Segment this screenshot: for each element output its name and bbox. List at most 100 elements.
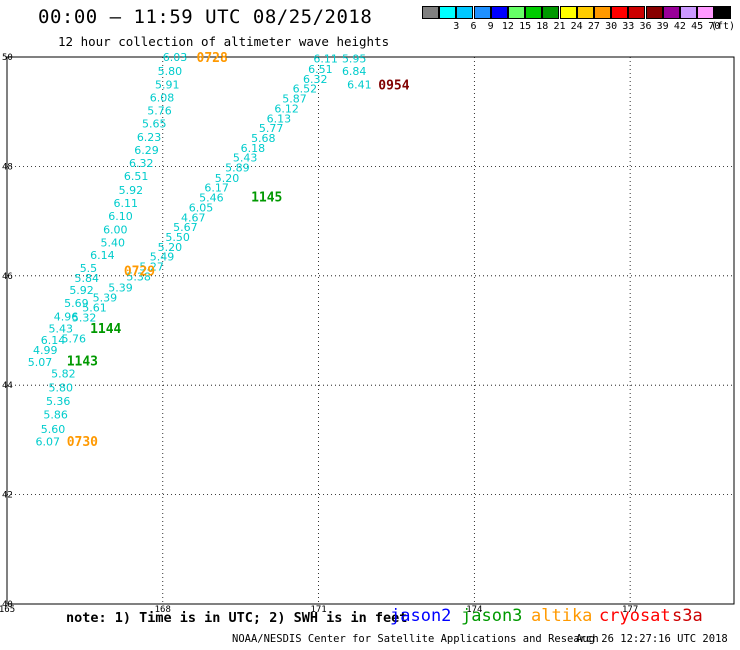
y-tick-label: 48	[2, 162, 13, 172]
swh-value-jason3: 6.17	[204, 182, 229, 195]
swh-value-jason3: 5.95	[342, 53, 367, 66]
legend-swatch	[628, 6, 646, 19]
swh-value-altika: 5.84	[75, 272, 100, 285]
swh-value-altika: 6.29	[134, 144, 159, 157]
swh-value-altika: 6.11	[113, 197, 138, 210]
pass-time-label: 1145	[251, 190, 282, 205]
swh-value-altika: 5.69	[64, 297, 89, 310]
swh-value-jason3: 6.11	[313, 53, 338, 66]
legend-swatch	[645, 6, 663, 19]
swh-value-altika: 5.40	[100, 236, 125, 249]
legend-label: 30	[605, 21, 618, 32]
legend-swatch	[594, 6, 611, 19]
swh-value-jason3: 5.46	[199, 192, 224, 205]
page-subtitle: 12 hour collection of altimeter wave hei…	[58, 34, 390, 49]
swh-value-altika: 5.76	[147, 105, 172, 118]
swh-value-jason3: 5.20	[215, 172, 240, 185]
legend-swatch	[662, 6, 680, 19]
x-tick-label: 168	[155, 605, 171, 615]
legend-label: 15	[519, 21, 532, 32]
swh-value-jason3: 5.61	[82, 302, 107, 315]
swh-value-jason3: 6.84	[342, 65, 367, 78]
swh-value-altika: 5.92	[69, 284, 94, 297]
x-tick-label: 177	[622, 605, 638, 615]
swh-value-jason3: 6.41	[347, 78, 372, 91]
legend-swatch	[473, 6, 491, 19]
legend-label: 27	[587, 21, 600, 32]
swh-value-jason3: 5.89	[225, 161, 250, 174]
y-tick-label: 50	[2, 53, 13, 63]
swh-value-jason3: 5.39	[108, 281, 133, 294]
swh-value-altika: 6.14	[41, 334, 66, 347]
swh-value-altika: 5.91	[155, 78, 180, 91]
legend-label: 9	[487, 21, 494, 32]
legend-label: 42	[673, 21, 686, 32]
legend-label: 70	[708, 21, 721, 32]
swh-value-altika: 6.00	[103, 223, 128, 236]
legend-label: 12	[501, 21, 514, 32]
pass-time-label: 1144	[90, 322, 121, 337]
pass-time-label: 0730	[67, 435, 98, 450]
y-tick-label: 46	[2, 272, 13, 282]
swh-value-altika: 5.80	[49, 381, 74, 394]
swh-value-jason3: 6.13	[267, 112, 292, 125]
credit-line: NOAA/NESDIS Center for Satellite Applica…	[232, 633, 599, 645]
legend-swatch	[439, 6, 457, 19]
pass-time-label: 0954	[378, 78, 409, 93]
y-tick-label: 44	[2, 381, 13, 391]
swh-value-jason3: 5.20	[158, 241, 183, 254]
swh-value-altika: 5.86	[43, 409, 68, 422]
swh-value-altika: 5.07	[28, 356, 53, 369]
swh-value-altika: 5.80	[158, 65, 183, 78]
swh-value-jason3: 4.67	[181, 211, 206, 224]
swh-value-jason3: 5.32	[72, 311, 97, 324]
legend-swatch	[542, 6, 560, 19]
swh-value-jason3: 6.32	[303, 73, 328, 86]
swh-value-jason3: 6.51	[308, 63, 333, 76]
legend-swatch	[576, 6, 594, 19]
page-title: 00:00 – 11:59 UTC 08/25/2018	[38, 6, 373, 28]
y-tick-label: 42	[2, 491, 13, 501]
legend-label: 33	[622, 21, 635, 32]
legend-swatch	[697, 6, 715, 19]
swh-value-jason3: 5.87	[282, 93, 307, 106]
swh-value-jason3: 5.68	[251, 132, 275, 145]
swh-value-altika: 5.36	[46, 395, 70, 408]
swh-value-altika: 6.07	[36, 436, 61, 449]
legend-swatch	[456, 6, 474, 19]
legend-swatch	[490, 6, 508, 19]
legend-swatch	[525, 6, 543, 19]
generated-timestamp: Aug 26 12:27:16 UTC 2018	[576, 633, 728, 645]
satellite-label-cryosat: cryosat	[599, 606, 671, 626]
legend-label: 45	[691, 21, 704, 32]
swh-value-altika: 5.43	[49, 322, 74, 335]
legend-swatch	[559, 6, 577, 19]
swh-value-altika: 6.10	[108, 210, 133, 223]
swh-value-altika: 6.03	[163, 51, 188, 64]
satellite-label-jason2: jason2	[390, 606, 452, 626]
swh-value-jason3: 5.39	[93, 292, 118, 305]
swh-value-jason3: 5.76	[62, 333, 87, 346]
swh-value-altika: 6.14	[90, 249, 115, 262]
swh-value-altika: 6.08	[150, 91, 175, 104]
legend-label: 21	[553, 21, 566, 32]
legend-label: 6	[470, 21, 477, 32]
legend-label: 36	[639, 21, 652, 32]
swh-value-jason3: 6.52	[293, 83, 318, 96]
swh-value-jason3: 6.12	[274, 102, 299, 115]
swh-value-altika: 5.5	[80, 262, 98, 275]
legend-units: (ft)	[711, 21, 736, 32]
legend-label: 24	[570, 21, 583, 32]
swh-value-jason3: 5.43	[233, 152, 258, 165]
legend-label: 3	[453, 21, 460, 32]
x-tick-label: 174	[466, 605, 482, 615]
legend-swatch	[508, 6, 525, 19]
swh-value-altika: 6.51	[124, 170, 149, 183]
swh-value-altika: 6.32	[129, 157, 154, 170]
pass-time-label: 0728	[197, 51, 228, 66]
satellite-label-jason3: jason3	[461, 606, 523, 626]
legend-swatch	[611, 6, 629, 19]
legend-swatch	[422, 6, 439, 19]
satellite-label-s3a: s3a	[672, 606, 703, 626]
legend-swatch	[680, 6, 697, 19]
